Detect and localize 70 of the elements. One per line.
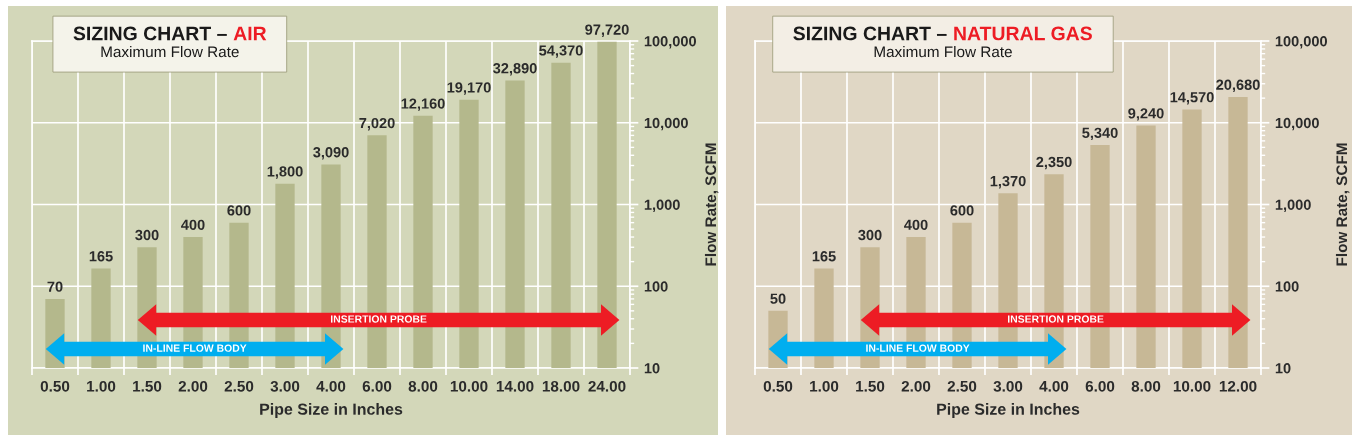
x-axis-title: Pipe Size in Inches xyxy=(937,403,1080,418)
y-tick-label: 100,000 xyxy=(644,36,697,49)
y-tick-label: 100 xyxy=(644,281,668,292)
band-label: IN-LINE FLOW BODY xyxy=(143,344,247,352)
data-label: 14,570 xyxy=(1170,92,1214,105)
y-tick-label: 10,000 xyxy=(1275,117,1319,131)
data-label: 70 xyxy=(47,281,63,292)
chart-title: SIZING CHART – AIR xyxy=(73,26,267,41)
data-label: 19,170 xyxy=(447,82,491,95)
data-label: 3,090 xyxy=(313,147,349,160)
data-label: 54,370 xyxy=(539,45,583,58)
y-tick-label: 100 xyxy=(1275,281,1299,292)
x-tick-label: 24.00 xyxy=(588,380,626,392)
data-label: 600 xyxy=(950,205,974,216)
data-label: 2,350 xyxy=(1036,156,1072,170)
x-tick-label: 1.00 xyxy=(810,380,839,392)
x-tick-label: 4.00 xyxy=(316,380,346,392)
y-tick-label: 10 xyxy=(1275,363,1291,374)
x-tick-label: 3.00 xyxy=(993,380,1023,392)
x-tick-label: 2.00 xyxy=(901,380,931,392)
band-label: IN-LINE FLOW BODY xyxy=(866,344,970,352)
data-label: 7,020 xyxy=(359,117,395,131)
data-label: 300 xyxy=(135,229,159,241)
data-label: 400 xyxy=(904,219,928,230)
x-tick-label: 8.00 xyxy=(408,380,438,392)
chart-subtitle: Maximum Flow Rate xyxy=(874,45,1012,58)
data-label: 20,680 xyxy=(1216,79,1260,93)
x-tick-label: 10.00 xyxy=(450,380,488,392)
x-tick-label: 2.50 xyxy=(224,380,254,392)
y-axis-title: Flow Rate, SCFM xyxy=(704,143,719,266)
x-tick-label: 2.00 xyxy=(178,380,208,392)
x-tick-label: 14.00 xyxy=(496,380,534,392)
y-tick-label: 1,000 xyxy=(644,199,680,213)
y-axis-title: Flow Rate, SCFM xyxy=(1335,143,1350,266)
x-tick-label: 0.50 xyxy=(40,380,70,392)
x-tick-label: 1.50 xyxy=(133,380,162,392)
x-tick-label: 6.00 xyxy=(362,380,392,392)
data-label: 1,800 xyxy=(267,166,303,179)
x-tick-label: 4.00 xyxy=(1039,380,1069,392)
x-tick-label: 3.00 xyxy=(270,380,300,392)
x-tick-label: 12.00 xyxy=(1219,380,1257,392)
x-tick-label: 1.00 xyxy=(87,380,116,392)
data-label: 12,160 xyxy=(401,98,445,111)
x-tick-label: 18.00 xyxy=(542,380,580,392)
y-tick-label: 10,000 xyxy=(644,117,688,131)
data-label: 5,340 xyxy=(1082,127,1118,141)
y-tick-label: 10 xyxy=(644,363,660,374)
x-axis-title: Pipe Size in Inches xyxy=(260,403,403,418)
data-label: 600 xyxy=(227,205,251,216)
chart-subtitle: Maximum Flow Rate xyxy=(101,45,239,58)
y-tick-label: 1,000 xyxy=(1275,199,1311,213)
data-label: 97,720 xyxy=(585,24,629,37)
data-label: 165 xyxy=(812,251,836,262)
data-label: 165 xyxy=(89,251,113,262)
band-label: INSERTION PROBE xyxy=(330,315,427,323)
x-tick-label: 8.00 xyxy=(1131,380,1161,392)
band-label: INSERTION PROBE xyxy=(1007,315,1104,323)
data-label: 300 xyxy=(858,229,882,241)
data-label: 9,240 xyxy=(1128,108,1164,121)
x-tick-label: 0.50 xyxy=(763,380,793,392)
data-label: 50 xyxy=(770,293,786,304)
x-tick-label: 1.50 xyxy=(856,380,885,392)
chart-title: SIZING CHART – NATURAL GAS xyxy=(793,26,1092,41)
x-tick-label: 2.50 xyxy=(947,380,977,392)
data-label: 400 xyxy=(181,219,205,230)
y-tick-label: 100,000 xyxy=(1275,36,1328,49)
x-tick-label: 10.00 xyxy=(1173,380,1211,392)
x-tick-label: 6.00 xyxy=(1085,380,1115,392)
data-label: 32,890 xyxy=(493,63,537,76)
data-label: 1,370 xyxy=(990,175,1026,189)
